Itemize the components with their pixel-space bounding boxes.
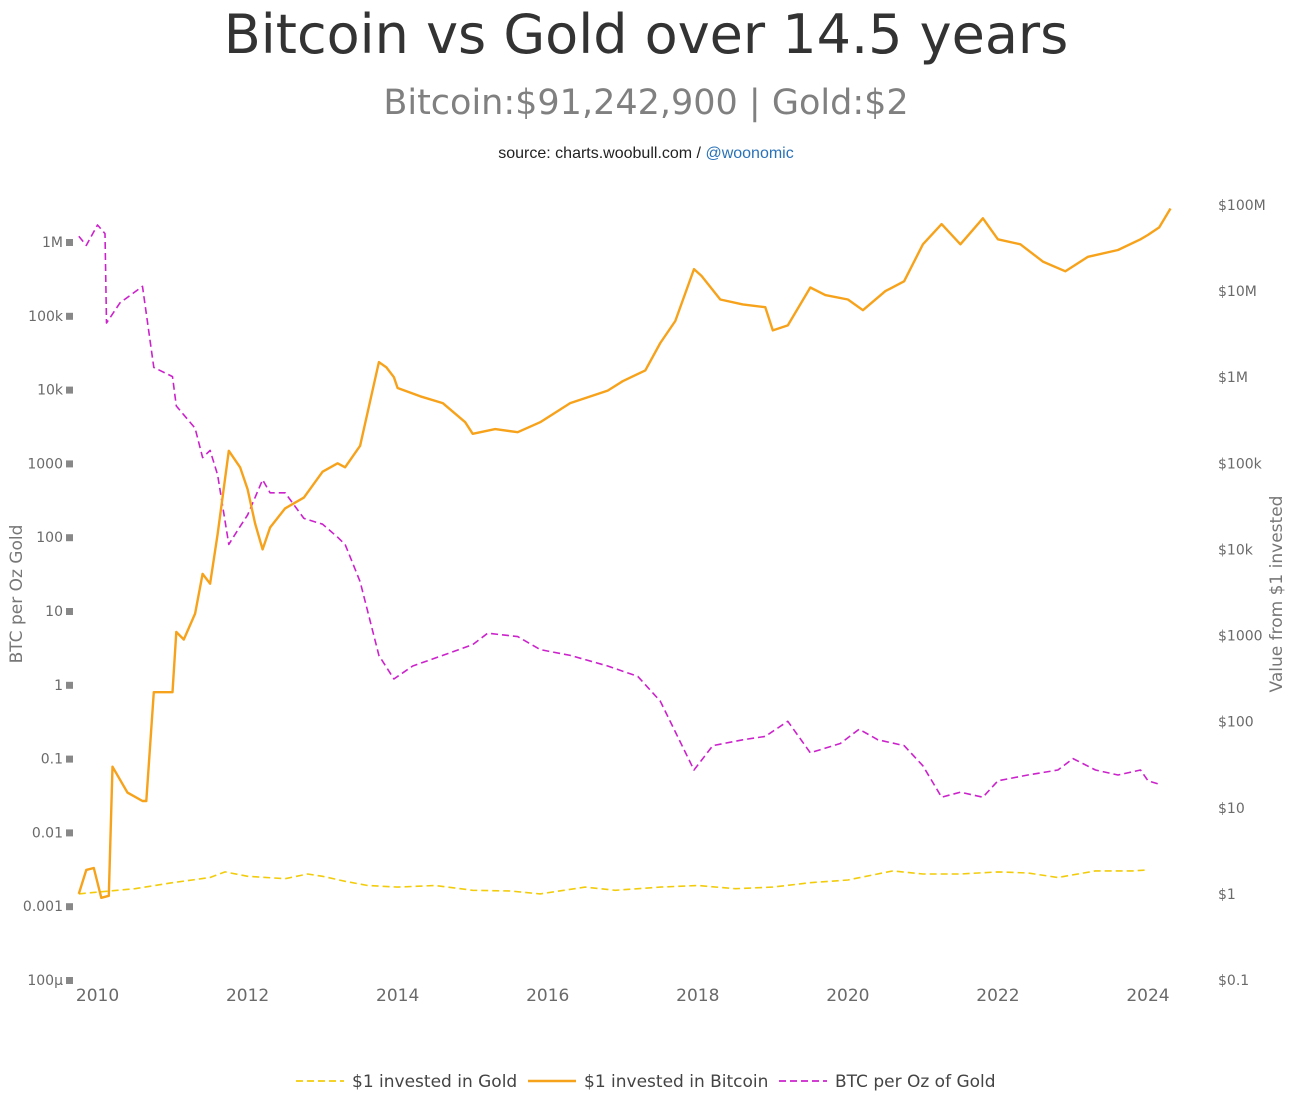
right-axis-ticks: $100M $10M $1M $100k $10k $1000 $100 $10 $1 $0.1 (1218, 198, 1266, 989)
x-tick-label: 2020 (826, 986, 869, 1006)
source-credit: source: charts.woobull.com / @woonomic (0, 143, 1292, 165)
x-axis-ticks: 2010 2012 2014 2016 2018 2020 2022 2024 (76, 986, 1170, 1006)
series-line-bitcoin (77, 207, 1172, 899)
left-tick-mark (66, 312, 73, 320)
right-tick-label: $10k (1218, 542, 1254, 558)
left-tick-mark (66, 608, 73, 615)
left-tick-mark (66, 681, 73, 689)
left-tick-label: 10 (45, 604, 63, 620)
right-tick-label: $100M (1218, 198, 1266, 214)
left-tick-label: 0.01 (32, 825, 63, 841)
legend: $1 invested in Gold $1 invested in Bitcoi… (296, 1072, 996, 1092)
left-tick-label: 100μ (27, 973, 63, 989)
left-tick-mark (66, 977, 73, 984)
x-tick-label: 2012 (226, 986, 269, 1006)
left-tick-label: 1000 (27, 456, 63, 472)
right-tick-label: $10M (1218, 284, 1257, 300)
right-tick-label: $100 (1218, 715, 1254, 731)
chart-title: Bitcoin vs Gold over 14.5 years (223, 3, 1069, 66)
x-tick-label: 2018 (676, 986, 719, 1006)
legend-item-label: BTC per Oz of Gold (835, 1072, 996, 1092)
x-tick-label: 2016 (526, 986, 569, 1006)
left-tick-mark (66, 829, 73, 837)
x-tick-label: 2010 (76, 986, 119, 1006)
source-handle-link[interactable]: @woonomic (705, 145, 794, 162)
legend-item-label: $1 invested in Bitcoin (584, 1072, 768, 1092)
left-tick-mark (66, 460, 73, 468)
series-layer (77, 207, 1172, 899)
left-tick-mark (66, 903, 73, 911)
left-tick-label: 0.1 (41, 752, 63, 768)
legend-item-label: $1 invested in Gold (352, 1072, 517, 1092)
left-tick-label: 0.001 (23, 899, 63, 915)
series-line-gold (78, 869, 1149, 895)
right-tick-label: $1 (1218, 887, 1236, 903)
left-tick-mark (66, 534, 73, 542)
left-tick-label: 10k (37, 383, 64, 399)
left-axis-title: BTC per Oz Gold (7, 525, 27, 664)
x-tick-label: 2024 (1126, 986, 1169, 1006)
x-tick-label: 2014 (376, 986, 419, 1006)
right-tick-label: $10 (1218, 801, 1245, 817)
left-tick-label: 100k (28, 309, 64, 325)
left-tick-label: 100 (36, 530, 63, 546)
left-tick-mark (66, 239, 73, 246)
right-axis-title: Value from $1 invested (1267, 496, 1287, 693)
left-tick-mark (66, 386, 73, 394)
left-tick-mark (66, 755, 73, 763)
left-axis-ticks: 1M 100k 10k 1000 100 10 1 0.1 0.01 0.001 100μ (23, 235, 73, 989)
series-line-btc-per-oz (78, 224, 1160, 798)
left-tick-label: 1 (54, 678, 63, 694)
chart-subtitle: Bitcoin:$91,242,900 | Gold:$2 (383, 83, 909, 123)
right-tick-label: $1M (1218, 370, 1248, 386)
right-tick-label: $0.1 (1218, 973, 1249, 989)
right-tick-label: $1000 (1218, 629, 1263, 645)
right-tick-label: $100k (1218, 456, 1263, 472)
left-tick-label: 1M (42, 235, 63, 251)
x-tick-label: 2022 (976, 986, 1019, 1006)
source-text: source: charts.woobull.com / (498, 145, 706, 162)
